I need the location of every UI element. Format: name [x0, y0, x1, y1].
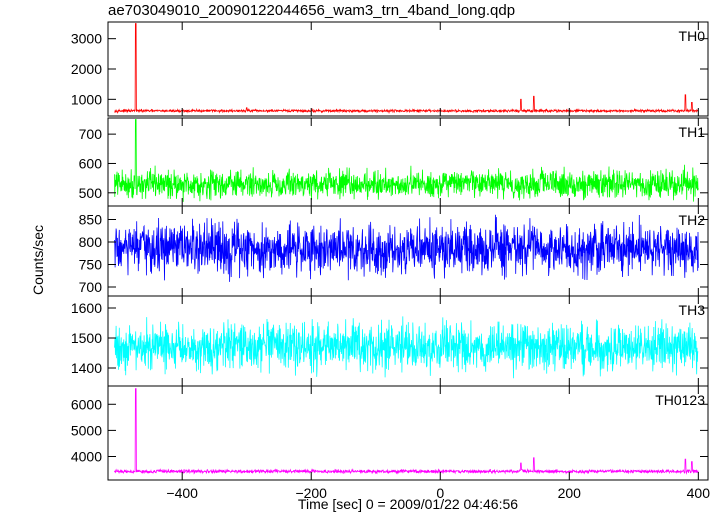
y-tick-label: 500 [79, 185, 103, 201]
y-tick-label: 4000 [71, 449, 102, 465]
y-tick-label: 1400 [71, 360, 102, 376]
panel-th0123-frame [107, 385, 709, 481]
panel-label-th3: TH3 [679, 302, 706, 318]
series-th2-line [114, 214, 699, 282]
x-tick-label: 0 [436, 485, 444, 501]
series-th1-line [114, 119, 699, 202]
panel-label-th0123: TH0123 [655, 392, 705, 408]
chart-title: ae703049010_20090122044656_wam3_trn_4ban… [108, 2, 516, 19]
x-axis-label: Time [sec] 0 = 2009/01/22 04:46:56 [297, 496, 519, 512]
panel-label-th0: TH0 [679, 28, 706, 44]
y-tick-label: 750 [79, 257, 103, 273]
y-tick-label: 1600 [71, 300, 102, 316]
y-tick-label: 800 [79, 234, 103, 250]
y-tick-label: 2000 [71, 61, 102, 77]
y-tick-label: 3000 [71, 31, 102, 47]
y-tick-label: 1000 [71, 91, 102, 107]
y-axis-label: Counts/sec [30, 224, 46, 296]
x-tick-label: −400 [166, 485, 198, 501]
x-tick-label: −200 [295, 485, 327, 501]
y-tick-label: 1500 [71, 330, 102, 346]
panel-label-th2: TH2 [679, 212, 706, 228]
x-tick-label: 400 [687, 485, 711, 501]
panel-th0-frame [107, 21, 709, 117]
y-tick-label: 700 [79, 279, 103, 295]
series-th0123-line [114, 388, 699, 475]
series-th3-line [114, 316, 699, 379]
y-tick-label: 600 [79, 155, 103, 171]
series-th0-line [114, 23, 699, 114]
panel-label-th1: TH1 [679, 124, 706, 140]
y-tick-label: 850 [79, 212, 103, 228]
y-tick-label: 6000 [71, 396, 102, 412]
y-tick-label: 700 [79, 126, 103, 142]
y-tick-label: 5000 [71, 422, 102, 438]
x-tick-label: 200 [558, 485, 582, 501]
